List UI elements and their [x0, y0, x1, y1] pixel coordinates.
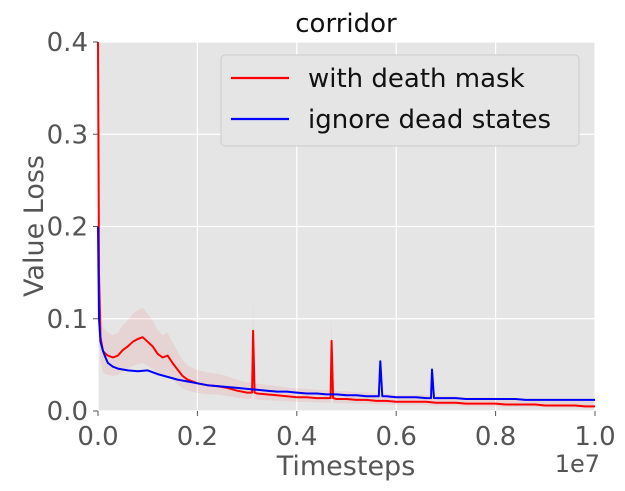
- series-lines: [97, 41, 595, 408]
- y-tick-label: 0.0: [47, 397, 88, 427]
- x-axis-ticks: 0.0 0.2 0.4 0.6 0.8 1.0: [77, 411, 616, 452]
- x-tick-label: 0.4: [276, 422, 317, 452]
- y-tick-label: 0.1: [47, 305, 88, 335]
- x-axis-label: Timesteps: [276, 451, 416, 482]
- y-tick-label: 0.3: [47, 120, 88, 150]
- legend-box: [220, 54, 580, 147]
- x-tick-label: 1.0: [574, 422, 615, 452]
- x-tick-label: 0.0: [77, 422, 118, 452]
- x-tick-label: 0.2: [177, 422, 218, 452]
- y-tick-label: 0.2: [47, 213, 88, 243]
- x-tick-label: 0.6: [376, 422, 417, 452]
- chart-title: corridor: [295, 9, 397, 39]
- x-axis-offset-label: 1e7: [555, 450, 600, 478]
- y-tick-label: 0.4: [47, 28, 88, 58]
- series-line-ignore-dead-states: [97, 226, 595, 401]
- series-line-with-death-mask: [97, 41, 595, 408]
- legend-label-with-death-mask: with death mask: [308, 64, 525, 94]
- legend: with death mask ignore dead states: [220, 54, 580, 147]
- legend-label-ignore-dead-states: ignore dead states: [308, 105, 551, 135]
- y-axis-ticks: 0.0 0.1 0.2 0.3 0.4: [47, 28, 98, 427]
- y-axis-label: Value Loss: [19, 155, 50, 297]
- x-tick-label: 0.8: [475, 422, 516, 452]
